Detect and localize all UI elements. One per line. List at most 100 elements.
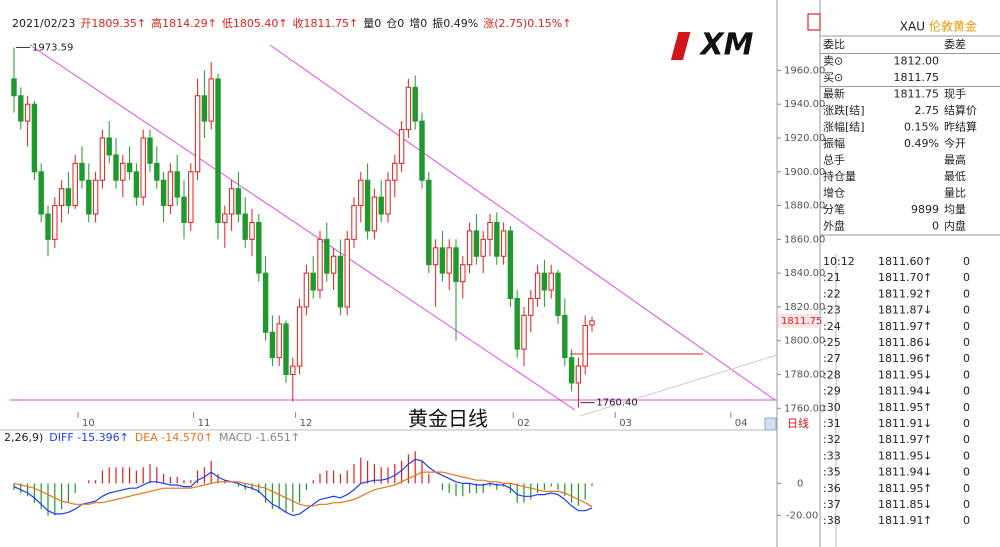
- row-label: 委比: [823, 38, 845, 51]
- candle-body: [480, 238, 486, 257]
- candle-body: [500, 230, 507, 257]
- candle-body: [92, 179, 99, 215]
- trend-line: [269, 44, 776, 401]
- candle-body: [113, 154, 119, 181]
- candle-body: [269, 331, 276, 359]
- tick-time: :29: [823, 385, 841, 398]
- candle-body: [24, 103, 31, 122]
- logo-text: XM: [699, 28, 754, 63]
- row-label: 涨幅[结]: [823, 121, 865, 134]
- tick-dir: ↓: [923, 336, 932, 349]
- candle-body: [310, 272, 316, 291]
- annotation-label: 1973.59: [32, 42, 73, 53]
- row-label: 涨跌[结]: [823, 103, 865, 117]
- candle-body: [568, 357, 575, 384]
- y-tick-label: 1880.00: [784, 201, 825, 212]
- candle-body: [324, 238, 330, 274]
- tick-volume: 0: [963, 514, 970, 527]
- tick-volume: 0: [963, 336, 970, 349]
- tick-dir: ↓: [923, 449, 932, 462]
- tick-time: :30: [823, 401, 841, 414]
- trend-line: [579, 354, 778, 417]
- candle-body: [290, 365, 296, 376]
- trend-line: [29, 44, 576, 411]
- candle-body: [412, 86, 418, 122]
- dea-line: [13, 471, 593, 508]
- tick-volume: 0: [963, 255, 970, 268]
- candle-body: [439, 247, 446, 274]
- tick-volume: 0: [963, 498, 970, 511]
- candle-body: [473, 230, 480, 257]
- candle-body: [385, 179, 391, 215]
- row-right-label: 量比: [944, 187, 966, 200]
- row-right-label: 结算价: [944, 103, 977, 117]
- tick-time: :31: [823, 417, 841, 430]
- candle-body: [426, 179, 432, 266]
- panel-toggle[interactable]: [807, 13, 821, 31]
- y-tick-label: 1840.00: [784, 268, 825, 279]
- candle-body: [262, 272, 269, 333]
- tick-price: 1811.70: [878, 271, 924, 284]
- tick-price: 1811.92: [878, 287, 924, 300]
- candle-body: [31, 103, 38, 173]
- scroll-button[interactable]: [764, 417, 777, 431]
- candle-body: [528, 297, 534, 316]
- candle-body: [582, 325, 588, 367]
- period-label[interactable]: 日线: [787, 416, 809, 430]
- diff-line: [13, 458, 593, 517]
- row-value: 1811.75: [894, 71, 940, 84]
- logo-accent: [670, 32, 691, 60]
- info-item: 仓0: [386, 16, 404, 30]
- tick-price: 1811.96: [878, 352, 924, 365]
- candle-body: [303, 272, 310, 308]
- candle-body: [296, 306, 303, 367]
- candle-body: [249, 221, 255, 240]
- tick-price: 1811.86: [878, 336, 924, 349]
- row-right-label: 现手: [944, 87, 966, 101]
- info-item: 涨(2.75)0.15%↑: [483, 17, 571, 30]
- candle-body: [201, 95, 208, 122]
- candle-body: [65, 188, 72, 207]
- candle-body: [126, 162, 133, 173]
- tick-time: :24: [823, 320, 841, 333]
- candle-body: [358, 179, 364, 207]
- candle-body: [276, 323, 282, 359]
- candle-body: [589, 320, 595, 326]
- candle-body: [460, 264, 466, 283]
- row-label: 增仓: [823, 186, 845, 200]
- tick-dir: ↑: [923, 433, 932, 446]
- tick-time: :35: [823, 466, 841, 479]
- annotation-label: 1760.40: [596, 398, 637, 409]
- tick-price: 1811.95: [878, 449, 924, 462]
- x-tick-label: 11: [198, 418, 211, 429]
- y-tick-label: -20.00: [786, 511, 818, 522]
- row-label: 最新: [823, 87, 845, 101]
- candle-body: [371, 196, 378, 232]
- candle-body: [228, 188, 235, 215]
- tick-time: :32: [823, 433, 841, 446]
- row-right-label: 委差: [944, 37, 966, 51]
- tick-price: 1811.91: [878, 417, 924, 430]
- symbol-name: 伦敦黄金: [929, 19, 977, 34]
- row-right-label: 最低: [944, 170, 966, 183]
- macd-header: 2,26,9) DIFF -15.396↑ DEA -14.570↑ MACD -1.…: [4, 431, 300, 444]
- tick-volume: 0: [963, 449, 970, 462]
- tick-dir: ↑: [923, 271, 932, 284]
- candle-body: [58, 188, 65, 207]
- tick-time: :22: [823, 287, 841, 300]
- candle-body: [174, 171, 180, 198]
- candle-body: [562, 314, 568, 359]
- row-label: 振幅: [823, 136, 845, 150]
- tick-time: :28: [823, 368, 841, 381]
- tick-volume: 0: [963, 304, 970, 317]
- candle-body: [38, 171, 44, 215]
- tick-volume: 0: [963, 287, 970, 300]
- tick-dir: ↑: [923, 482, 932, 495]
- candle-body: [487, 221, 493, 240]
- macd-legend: DIFF -15.396↑: [49, 431, 129, 444]
- info-item: 量0: [363, 17, 381, 30]
- y-tick-label: 1760.00: [784, 403, 825, 414]
- candle-body: [106, 137, 112, 156]
- candle-body: [79, 162, 85, 181]
